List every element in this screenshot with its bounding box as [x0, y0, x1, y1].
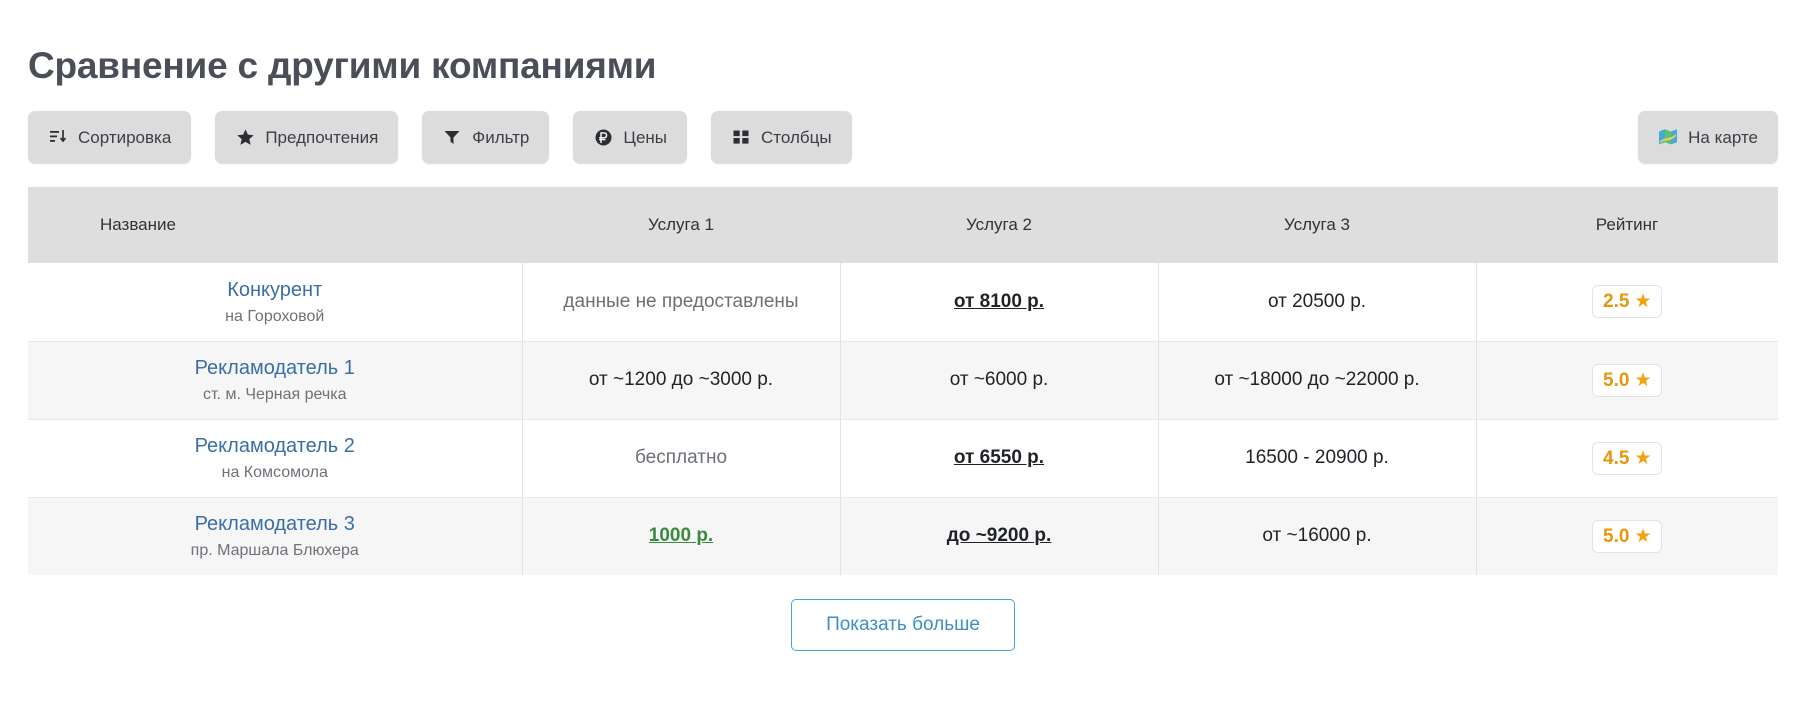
column-header-service3[interactable]: Услуга 3 [1158, 187, 1476, 263]
service2-value: от ~6000 р. [949, 369, 1049, 390]
star-icon: ★ [1634, 525, 1652, 547]
service1-value[interactable]: 1000 р. [648, 525, 714, 547]
prices-button-label: Цены [623, 127, 668, 147]
filter-button-label: Фильтр [472, 127, 530, 147]
rating-badge[interactable]: 5.0 ★ [1592, 519, 1663, 553]
comparison-table: Название Услуга 1 Услуга 2 Услуга 3 Рейт… [28, 187, 1778, 575]
table-row: Рекламодатель 3 пр. Маршала Блюхера 1000… [28, 497, 1778, 575]
table-row: Конкурент на Гороховой данные не предост… [28, 263, 1778, 342]
service2-value[interactable]: от 6550 р. [953, 447, 1045, 468]
service2-cell: от 8100 р. [839, 263, 1158, 342]
ruble-icon [593, 127, 613, 147]
rating-cell: 2.5 ★ [1475, 263, 1778, 342]
rating-cell: 5.0 ★ [1475, 341, 1778, 420]
sort-button-label: Сортировка [78, 127, 172, 147]
service1-value: от ~1200 до ~3000 р. [588, 369, 774, 390]
company-link[interactable]: Рекламодатель 2 [194, 434, 355, 457]
table-row: Рекламодатель 1 ст. м. Черная речка от ~… [28, 341, 1778, 420]
service2-cell: до ~9200 р. [839, 497, 1158, 575]
column-header-rating[interactable]: Рейтинг [1476, 187, 1778, 263]
table-header-row: Название Услуга 1 Услуга 2 Услуга 3 Рейт… [28, 187, 1778, 263]
star-icon: ★ [1634, 447, 1652, 469]
rating-badge[interactable]: 4.5 ★ [1592, 441, 1663, 475]
company-address: ст. м. Черная речка [203, 385, 347, 403]
service3-cell: 16500 - 20900 р. [1157, 419, 1476, 498]
service1-cell: данные не предоставлены [521, 263, 840, 342]
column-header-service1[interactable]: Услуга 1 [522, 187, 840, 263]
preferences-button-label: Предпочтения [265, 127, 379, 147]
company-cell: Рекламодатель 2 на Комсомола [28, 419, 522, 498]
column-header-name[interactable]: Название [28, 187, 522, 263]
map-icon [1658, 127, 1678, 147]
rating-badge[interactable]: 2.5 ★ [1592, 285, 1663, 319]
rating-badge[interactable]: 5.0 ★ [1592, 363, 1663, 397]
column-header-service2[interactable]: Услуга 2 [840, 187, 1158, 263]
company-cell: Рекламодатель 3 пр. Маршала Блюхера [28, 497, 522, 575]
star-icon [235, 127, 255, 147]
rating-value: 5.0 [1603, 525, 1630, 547]
star-icon: ★ [1634, 291, 1652, 313]
table-header: Название Услуга 1 Услуга 2 Услуга 3 Рейт… [28, 187, 1778, 263]
company-cell: Рекламодатель 1 ст. м. Черная речка [28, 341, 522, 420]
filter-button[interactable]: Фильтр [422, 111, 550, 163]
table-body: Конкурент на Гороховой данные не предост… [28, 263, 1778, 575]
service3-cell: от ~16000 р. [1157, 497, 1476, 575]
service1-value: бесплатно [634, 447, 728, 468]
company-address: пр. Маршала Блюхера [190, 542, 359, 560]
service3-value: 16500 - 20900 р. [1245, 447, 1389, 468]
service2-cell: от ~6000 р. [839, 341, 1158, 420]
map-button[interactable]: На карте [1638, 111, 1778, 163]
company-address: на Гороховой [225, 307, 325, 325]
prices-button[interactable]: Цены [573, 111, 688, 163]
comparison-table-wrapper: Название Услуга 1 Услуга 2 Услуга 3 Рейт… [28, 187, 1778, 575]
columns-icon [731, 127, 751, 147]
service3-value: от ~18000 до ~22000 р. [1214, 369, 1420, 390]
service1-cell: 1000 р. [521, 497, 840, 575]
preferences-button[interactable]: Предпочтения [215, 111, 399, 163]
service3-cell: от ~18000 до ~22000 р. [1157, 341, 1476, 420]
rating-value: 4.5 [1603, 447, 1630, 469]
map-button-label: На карте [1688, 127, 1758, 147]
company-address: на Комсомола [221, 463, 328, 481]
service3-value: от ~16000 р. [1262, 525, 1372, 547]
service3-value: от 20500 р. [1267, 290, 1367, 312]
service1-value: данные не предоставлены [563, 290, 799, 312]
rating-cell: 5.0 ★ [1475, 497, 1778, 575]
filter-icon [442, 127, 462, 147]
service1-cell: от ~1200 до ~3000 р. [521, 341, 840, 420]
service2-value[interactable]: от 8100 р. [953, 290, 1045, 312]
show-more-button[interactable]: Показать больше [791, 599, 1015, 651]
columns-button-label: Столбцы [761, 127, 832, 147]
columns-button[interactable]: Столбцы [711, 111, 852, 163]
star-icon: ★ [1634, 369, 1652, 391]
rating-value: 2.5 [1603, 291, 1630, 313]
sort-button[interactable]: Сортировка [28, 111, 192, 163]
service2-cell: от 6550 р. [839, 419, 1158, 498]
company-link[interactable]: Конкурент [227, 278, 323, 301]
sort-icon [48, 127, 68, 147]
table-row: Рекламодатель 2 на Комсомола бесплатно о… [28, 419, 1778, 498]
service1-cell: бесплатно [521, 419, 840, 498]
company-link[interactable]: Рекламодатель 1 [194, 356, 355, 379]
rating-cell: 4.5 ★ [1475, 419, 1778, 498]
rating-value: 5.0 [1603, 369, 1630, 391]
service2-value[interactable]: до ~9200 р. [946, 525, 1052, 547]
table-footer: Показать больше [28, 599, 1778, 651]
service3-cell: от 20500 р. [1157, 263, 1476, 342]
company-link[interactable]: Рекламодатель 3 [194, 513, 355, 536]
company-cell: Конкурент на Гороховой [28, 263, 522, 342]
page-title: Сравнение с другими компаниями [28, 45, 657, 86]
toolbar: Сортировка Предпочтения Фильтр [28, 111, 1778, 165]
